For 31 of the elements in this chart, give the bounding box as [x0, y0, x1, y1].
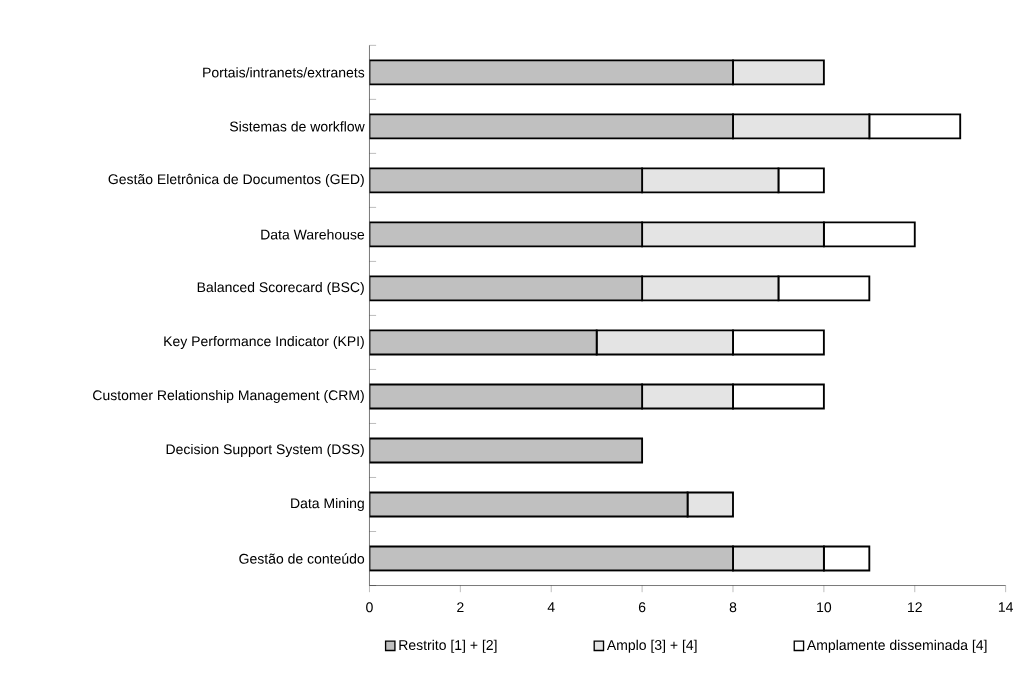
y-tick-label: Sistemas de workflow	[229, 121, 365, 132]
y-tick-label: Gestão Eletrônica de Documentos (GED)	[108, 173, 364, 188]
bar	[369, 113, 734, 140]
bar	[369, 437, 644, 464]
x-tick-label: 8	[729, 602, 737, 613]
bar	[369, 221, 644, 248]
bar	[369, 545, 734, 572]
x-tick-label: 14	[998, 602, 1014, 612]
y-tick-label: Gestão de conteúdo	[239, 553, 365, 564]
x-tick-label: 10	[817, 602, 832, 613]
x-tick-label: 0	[366, 602, 373, 613]
bar	[369, 59, 734, 86]
y-tick-label: Key Performance Indicator (KPI)	[164, 335, 364, 350]
legend-label: Amplamente disseminada [4]	[806, 639, 987, 653]
y-tick-label: Decision Support System (DSS)	[166, 444, 364, 458]
x-tick-label: 2	[457, 602, 464, 613]
bar	[369, 383, 644, 410]
y-tick-label: Data Warehouse	[261, 229, 365, 240]
y-tick-label: Customer Relationship Management (CRM)	[93, 389, 364, 404]
bar	[369, 275, 644, 302]
y-tick-label: Portais/intranets/extranets	[203, 67, 365, 78]
legend-label: Amplo [3] + [4]	[606, 639, 697, 653]
x-tick-label: 4	[547, 602, 555, 612]
bar	[369, 491, 689, 518]
y-tick-label: Balanced Scorecard (BSC)	[197, 281, 364, 296]
bar	[369, 329, 598, 356]
legend-label: Restrito [1] + [2]	[399, 639, 497, 653]
bar	[369, 167, 644, 194]
x-tick-label: 6	[638, 602, 646, 613]
x-tick-label: 12	[908, 602, 922, 613]
y-tick-label: Data Mining	[291, 498, 364, 512]
